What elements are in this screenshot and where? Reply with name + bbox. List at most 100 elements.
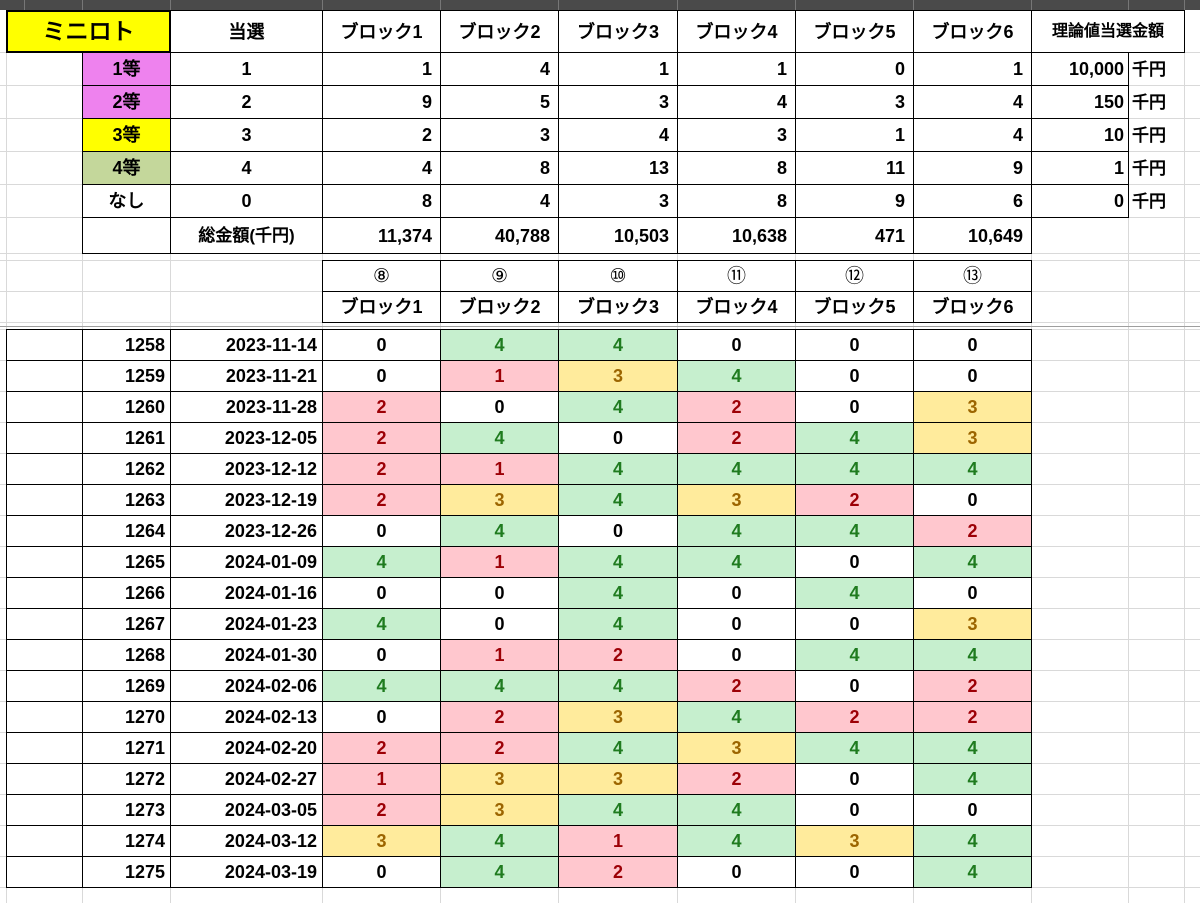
row-filler-cell [6, 639, 83, 671]
prize-label: 4等 [82, 151, 171, 185]
block-hit-count: 0 [795, 546, 914, 578]
draw-date: 2023-11-28 [170, 391, 323, 423]
prize-amount: 0 [1031, 184, 1129, 218]
row-filler-cell [6, 732, 83, 764]
block-hit-count: 4 [322, 670, 441, 702]
draw-date: 2024-01-09 [170, 546, 323, 578]
block-hit-count: 0 [677, 329, 796, 361]
block-hit-count: 4 [913, 546, 1032, 578]
column-number-header: ⑧ [322, 260, 441, 292]
block-hit-count: 0 [795, 670, 914, 702]
draw-date: 2024-01-30 [170, 639, 323, 671]
block-hit-count: 4 [558, 546, 678, 578]
draw-number: 1275 [82, 856, 171, 888]
block-hit-count: 2 [795, 701, 914, 733]
draw-date: 2023-12-19 [170, 484, 323, 516]
prize-block-count: 11 [795, 151, 914, 185]
block-hit-count: 0 [322, 577, 441, 609]
prize-win-count: 0 [170, 184, 323, 218]
prize-block-count: 8 [322, 184, 441, 218]
block-hit-count: 4 [558, 453, 678, 485]
block-hit-count: 0 [913, 329, 1032, 361]
draw-date: 2024-02-06 [170, 670, 323, 702]
block-hit-count: 4 [677, 546, 796, 578]
unit-label: 千円 [1132, 125, 1166, 145]
draw-number: 1262 [82, 453, 171, 485]
draw-date: 2024-03-12 [170, 825, 323, 857]
block-hit-count: 0 [322, 701, 441, 733]
block-hit-count: 4 [440, 856, 559, 888]
block-hit-count: 0 [322, 856, 441, 888]
column-number-header: ⑨ [440, 260, 559, 292]
block-hit-count: 0 [322, 329, 441, 361]
block-hit-count: 0 [795, 391, 914, 423]
prize-block-count: 3 [558, 184, 678, 218]
block-hit-count: 4 [440, 670, 559, 702]
prize-block-count: 0 [795, 52, 914, 86]
prize-block-count: 3 [440, 118, 559, 152]
row-filler-cell [6, 670, 83, 702]
block-hit-count: 2 [558, 856, 678, 888]
prize-block-count: 9 [913, 151, 1032, 185]
block-hit-count: 4 [440, 329, 559, 361]
block-hit-count: 1 [440, 453, 559, 485]
prize-amount: 10 [1031, 118, 1129, 152]
prize-block-count: 4 [558, 118, 678, 152]
row-filler-cell [6, 515, 83, 547]
block-hit-count: 0 [322, 639, 441, 671]
prize-block-count: 9 [322, 85, 441, 119]
block-hit-count: 0 [440, 577, 559, 609]
block-hit-count: 2 [677, 422, 796, 454]
block-hit-count: 4 [913, 732, 1032, 764]
block-hit-count: 4 [677, 701, 796, 733]
block-hit-count: 4 [677, 453, 796, 485]
block-hit-count: 2 [322, 794, 441, 826]
block-hit-count: 0 [795, 360, 914, 392]
prize-block-count: 1 [677, 52, 796, 86]
prize-label: 3等 [82, 118, 171, 152]
block-hit-count: 2 [322, 732, 441, 764]
block-hit-count: 4 [913, 856, 1032, 888]
block-hit-count: 4 [795, 515, 914, 547]
prize-amount: 1 [1031, 151, 1129, 185]
block-hit-count: 2 [677, 670, 796, 702]
block-hit-count: 3 [913, 391, 1032, 423]
block-hit-count: 4 [558, 391, 678, 423]
draw-date: 2024-03-05 [170, 794, 323, 826]
prize-block-count: 9 [795, 184, 914, 218]
block-hit-count: 4 [795, 422, 914, 454]
results-block-header: ブロック1 [322, 291, 441, 323]
draw-number: 1266 [82, 577, 171, 609]
prize-label: 2等 [82, 85, 171, 119]
block-header: ブロック1 [322, 10, 441, 53]
block-hit-count: 0 [913, 577, 1032, 609]
results-block-header: ブロック3 [558, 291, 678, 323]
block-hit-count: 4 [795, 639, 914, 671]
unit-label: 千円 [1132, 59, 1166, 79]
block-hit-count: 4 [677, 825, 796, 857]
block-hit-count: 4 [795, 732, 914, 764]
prize-block-count: 1 [795, 118, 914, 152]
prize-block-count: 4 [440, 52, 559, 86]
block-hit-count: 4 [913, 825, 1032, 857]
draw-number: 1264 [82, 515, 171, 547]
block-hit-count: 2 [322, 391, 441, 423]
block-hit-count: 3 [677, 732, 796, 764]
block-hit-count: 0 [322, 515, 441, 547]
topbar-column-separator [1184, 0, 1185, 10]
block-hit-count: 4 [795, 453, 914, 485]
row-filler-cell [6, 484, 83, 516]
topbar-column-separator [440, 0, 441, 10]
row-filler-cell [6, 608, 83, 640]
prize-amount: 150 [1031, 85, 1129, 119]
block-hit-count: 0 [558, 515, 678, 547]
draw-date: 2024-03-19 [170, 856, 323, 888]
prize-win-count: 1 [170, 52, 323, 86]
block-hit-count: 2 [440, 701, 559, 733]
draw-number: 1274 [82, 825, 171, 857]
topbar-column-separator [558, 0, 559, 10]
block-hit-count: 3 [440, 763, 559, 795]
draw-number: 1258 [82, 329, 171, 361]
row-filler-cell [6, 825, 83, 857]
draw-date: 2023-12-05 [170, 422, 323, 454]
